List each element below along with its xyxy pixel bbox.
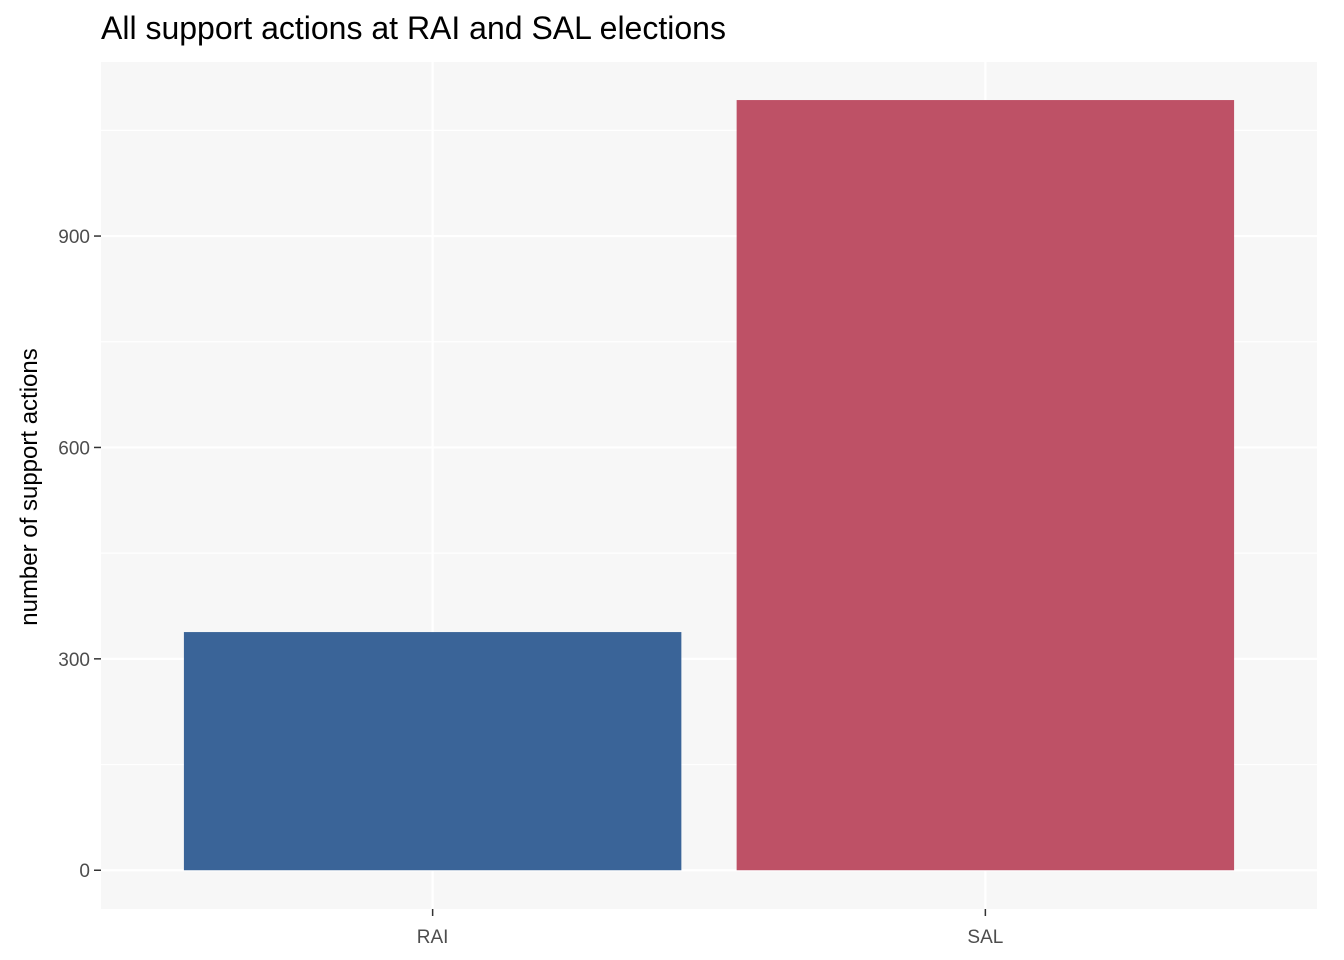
y-tick-label: 300 xyxy=(58,650,90,671)
y-tick-label: 0 xyxy=(79,861,90,882)
x-tick-label: SAL xyxy=(967,927,1003,948)
x-tick-label: RAI xyxy=(417,927,449,948)
y-tick-label: 900 xyxy=(58,227,90,248)
chart-title: All support actions at RAI and SAL elect… xyxy=(101,10,726,46)
y-axis: 0 300 600 900 xyxy=(58,227,101,882)
bars xyxy=(183,100,1235,871)
y-axis-label: number of support actions xyxy=(16,348,43,626)
bar-sal xyxy=(736,100,1235,871)
x-axis: RAI SAL xyxy=(417,909,1003,948)
y-tick-label: 600 xyxy=(58,438,90,459)
bar-rai xyxy=(183,632,682,871)
